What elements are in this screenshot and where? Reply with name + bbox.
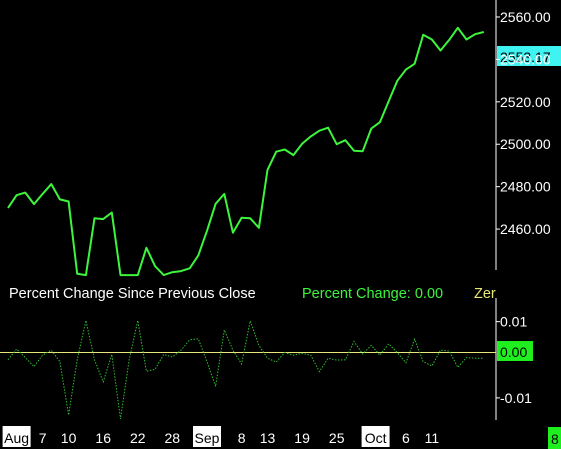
corner-badge	[548, 427, 561, 449]
pct-tick-label: 0.01	[500, 314, 527, 330]
study-extra-label: Zer	[474, 286, 496, 302]
last-price-label: 2553.17	[500, 49, 551, 65]
study-value-label: Percent Change: 0.00	[302, 286, 443, 302]
zero-value-badge	[497, 341, 533, 361]
date-tick-label: 25	[329, 430, 345, 446]
date-tick-label: 22	[130, 430, 146, 446]
date-tick-label: Oct	[365, 430, 387, 446]
date-tick-label: Aug	[4, 430, 29, 446]
date-tick-label: 10	[61, 430, 77, 446]
date-tick-label: 13	[260, 430, 276, 446]
price-tick-label: 2480.00	[500, 179, 551, 195]
pct-tick-label: -0.01	[500, 390, 532, 406]
month-marker-box	[193, 426, 221, 447]
date-tick-label: 16	[95, 430, 111, 446]
zero-value-label: 0.00	[500, 344, 527, 360]
price-tick-label: 2500.00	[500, 136, 551, 152]
study-title: Percent Change Since Previous Close	[9, 286, 256, 302]
price-series-line	[7, 26, 485, 277]
date-tick-label: 6	[402, 430, 410, 446]
date-tick-label: 19	[294, 430, 310, 446]
date-tick-label: Sep	[195, 430, 220, 446]
percent-change-series-line	[7, 319, 484, 419]
price-tick-label: 2540.00	[500, 51, 551, 67]
date-tick-label: 11	[425, 430, 440, 446]
month-marker-box	[2, 426, 31, 447]
price-tick-label: 2560.00	[500, 9, 551, 25]
month-marker-box	[361, 426, 390, 447]
last-price-badge	[497, 46, 561, 66]
price-tick-label: 2460.00	[500, 221, 551, 237]
date-tick-label: 7	[39, 430, 47, 446]
date-tick-label: 28	[165, 430, 181, 446]
corner-label: 8	[551, 431, 559, 447]
price-tick-label: 2520.00	[500, 94, 551, 110]
date-tick-label: 8	[238, 430, 246, 446]
